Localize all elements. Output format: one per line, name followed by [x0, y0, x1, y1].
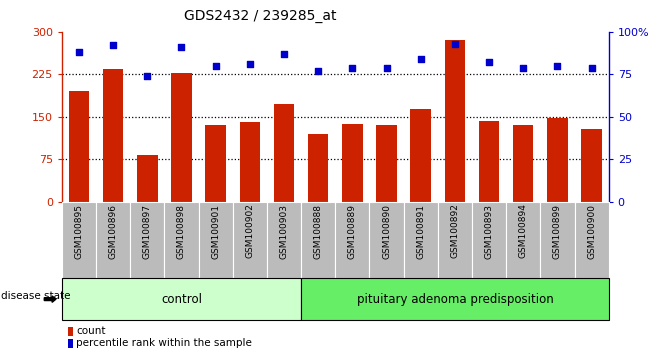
- Point: [347, 65, 357, 70]
- Bar: [273, 104, 294, 202]
- Text: pituitary adenoma predisposition: pituitary adenoma predisposition: [357, 293, 553, 306]
- Point: [176, 44, 187, 50]
- Text: control: control: [161, 293, 202, 306]
- Point: [381, 65, 392, 70]
- Bar: [240, 122, 260, 202]
- Bar: [103, 69, 124, 202]
- Bar: [376, 125, 396, 202]
- Point: [552, 63, 562, 69]
- Text: count: count: [76, 326, 106, 336]
- Text: GSM100888: GSM100888: [314, 204, 323, 258]
- Text: GSM100897: GSM100897: [143, 204, 152, 258]
- Text: GSM100891: GSM100891: [416, 204, 425, 258]
- Bar: [342, 124, 363, 202]
- Bar: [137, 155, 158, 202]
- Point: [210, 63, 221, 69]
- Point: [484, 59, 494, 65]
- Bar: [206, 125, 226, 202]
- Text: disease state: disease state: [1, 291, 71, 301]
- Point: [313, 68, 324, 74]
- Text: GSM100902: GSM100902: [245, 204, 255, 258]
- Bar: [445, 40, 465, 202]
- Point: [142, 73, 152, 79]
- Point: [74, 50, 84, 55]
- Bar: [69, 91, 89, 202]
- Text: percentile rank within the sample: percentile rank within the sample: [76, 338, 252, 348]
- Bar: [479, 121, 499, 202]
- Point: [450, 41, 460, 47]
- Bar: [581, 129, 602, 202]
- Bar: [547, 118, 568, 202]
- Point: [279, 51, 289, 57]
- Text: GSM100896: GSM100896: [109, 204, 118, 258]
- Text: GSM100890: GSM100890: [382, 204, 391, 258]
- Bar: [308, 134, 328, 202]
- Text: GSM100899: GSM100899: [553, 204, 562, 258]
- Text: GSM100900: GSM100900: [587, 204, 596, 258]
- Text: GSM100894: GSM100894: [519, 204, 528, 258]
- Text: GSM100895: GSM100895: [74, 204, 83, 258]
- Bar: [411, 109, 431, 202]
- Text: GSM100901: GSM100901: [211, 204, 220, 258]
- Text: GSM100889: GSM100889: [348, 204, 357, 258]
- Point: [518, 65, 529, 70]
- Point: [587, 65, 597, 70]
- Text: GDS2432 / 239285_at: GDS2432 / 239285_at: [184, 9, 337, 23]
- Point: [108, 42, 118, 48]
- Text: GSM100903: GSM100903: [279, 204, 288, 258]
- Point: [415, 56, 426, 62]
- Text: GSM100893: GSM100893: [484, 204, 493, 258]
- Point: [245, 61, 255, 67]
- Bar: [171, 73, 192, 202]
- Bar: [513, 125, 534, 202]
- Text: GSM100898: GSM100898: [177, 204, 186, 258]
- Text: GSM100892: GSM100892: [450, 204, 460, 258]
